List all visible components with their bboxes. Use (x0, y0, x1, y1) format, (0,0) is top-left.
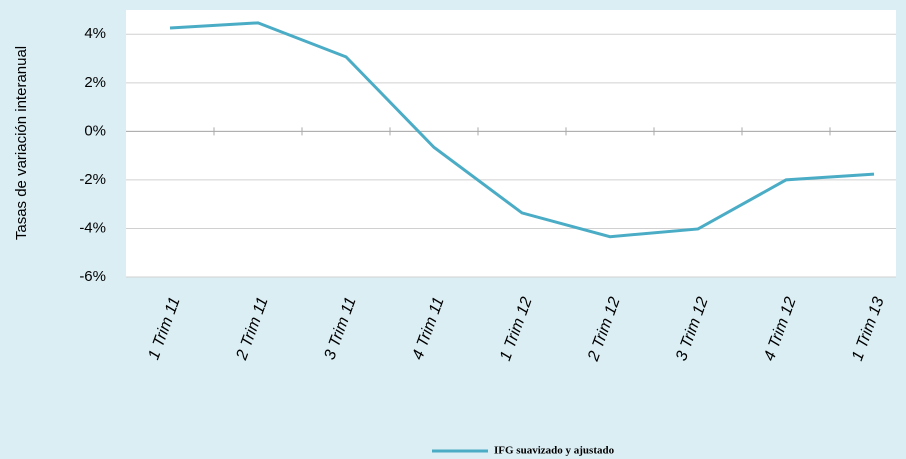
x-tick-label: 1 Trim 11 (145, 295, 183, 362)
x-tick-label: 2 Trim 12 (585, 295, 624, 364)
x-tick-label: 3 Trim 12 (673, 295, 712, 363)
y-tick-label: 4% (84, 25, 106, 42)
y-axis-title: Tasas de variación interanual (13, 46, 30, 240)
plot-area (126, 10, 896, 277)
x-tick-label: 4 Trim 11 (409, 295, 447, 362)
y-tick-label: -6% (79, 268, 106, 285)
y-tick-label: 2% (84, 74, 106, 91)
legend-label: IFG suavizado y ajustado (494, 445, 615, 457)
x-tick-label: 1 Trim 12 (497, 295, 536, 363)
x-tick-label: 1 Trim 13 (849, 295, 888, 363)
x-tick-label: 3 Trim 11 (321, 295, 359, 362)
y-tick-label: 0% (84, 122, 106, 139)
y-tick-label: -4% (79, 219, 106, 236)
x-tick-label: 2 Trim 11 (233, 295, 272, 363)
line (169, 21, 875, 239)
x-tick-label: 4 Trim 12 (761, 295, 800, 363)
y-tick-label: -2% (79, 171, 106, 188)
